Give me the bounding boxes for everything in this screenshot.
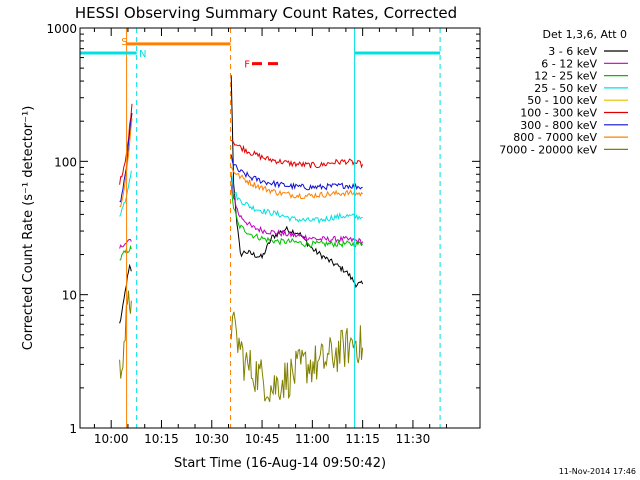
legend-item-100-300-kev: 100 - 300 keV xyxy=(520,107,628,120)
legend-label: 12 - 25 keV xyxy=(534,70,597,83)
series-300-800-kev-trace-0 xyxy=(119,113,133,203)
series-7000-20000-kev-trace-0 xyxy=(119,290,132,379)
x-tick-label: 10:45 xyxy=(245,432,280,446)
x-tick-label: 10:15 xyxy=(144,432,179,446)
state-marker-n: N xyxy=(139,49,146,60)
legend-label: 300 - 800 keV xyxy=(520,119,597,132)
x-tick-label: 11:30 xyxy=(396,432,431,446)
y-tick-label: 10 xyxy=(62,289,77,303)
series-6-12-kev-trace-0 xyxy=(119,238,132,249)
legend-label: 7000 - 20000 keV xyxy=(499,143,597,156)
legend-label: 800 - 7000 keV xyxy=(513,131,597,144)
legend-item-6-12-kev: 6 - 12 keV xyxy=(541,57,628,70)
legend-item-12-25-kev: 12 - 25 keV xyxy=(534,70,628,83)
overlay-layer: S N F xyxy=(79,28,441,428)
legend-item-50-100-kev: 50 - 100 keV xyxy=(527,94,628,107)
series-12-25-kev-trace-1 xyxy=(230,184,363,249)
legend-item-3-6-kev: 3 - 6 keV xyxy=(548,45,628,58)
legend-label: 100 - 300 keV xyxy=(520,107,597,120)
legend-header: Det 1,3,6, Att 0 xyxy=(543,28,627,41)
x-tick-label: 10:30 xyxy=(194,432,229,446)
chart-title: HESSI Observing Summary Count Rates, Cor… xyxy=(75,4,457,22)
series-layer xyxy=(119,75,364,403)
state-marker-s: S xyxy=(121,37,127,48)
series-300-800-kev-trace-1 xyxy=(230,154,363,191)
y-tick-label: 100 xyxy=(54,155,77,169)
series-3-6-kev-trace-0 xyxy=(119,263,132,324)
legend-item-7000-20000-kev: 7000 - 20000 keV xyxy=(499,143,628,156)
footer-timestamp: 11-Nov-2014 17:46 xyxy=(559,467,636,476)
plot-frame xyxy=(79,27,481,429)
legend-item-800-7000-kev: 800 - 7000 keV xyxy=(513,131,628,144)
y-tick-label: 1000 xyxy=(46,22,77,36)
y-axis-label: Corrected Count Rate (s⁻¹ detector⁻¹) xyxy=(21,106,36,351)
legend-label: 25 - 50 keV xyxy=(534,82,597,95)
series-100-300-kev-trace-0 xyxy=(119,103,133,185)
series-12-25-kev-trace-0 xyxy=(119,244,132,261)
series-800-7000-kev-trace-0 xyxy=(119,118,133,208)
series-25-50-kev-trace-0 xyxy=(119,170,132,217)
x-tick-label: 11:00 xyxy=(295,432,330,446)
series-7000-20000-kev-trace-1 xyxy=(230,311,364,403)
x-axis-label: Start Time (16-Aug-14 09:50:42) xyxy=(174,456,386,471)
x-tick-label: 11:15 xyxy=(345,432,380,446)
legend-label: 6 - 12 keV xyxy=(541,57,597,70)
y-tick-label: 1 xyxy=(69,422,77,436)
state-marker-f: F xyxy=(244,60,250,71)
series-25-50-kev-trace-1 xyxy=(230,171,363,225)
series-3-6-kev-trace-1 xyxy=(230,75,364,289)
x-tick-label: 10:00 xyxy=(94,432,129,446)
legend-label: 50 - 100 keV xyxy=(527,94,597,107)
legend-item-300-800-kev: 300 - 800 keV xyxy=(520,119,628,132)
legend-item-25-50-kev: 25 - 50 keV xyxy=(534,82,628,95)
axis-ticks: 10:00 10:15 10:30 10:45 11:00 11:15 11:30 1 10 10… xyxy=(46,22,480,446)
legend-label: 3 - 6 keV xyxy=(548,45,597,58)
series-800-7000-kev-trace-1 xyxy=(230,166,363,199)
series-100-300-kev-trace-1 xyxy=(231,140,364,169)
series-6-12-kev-trace-1 xyxy=(230,175,364,246)
